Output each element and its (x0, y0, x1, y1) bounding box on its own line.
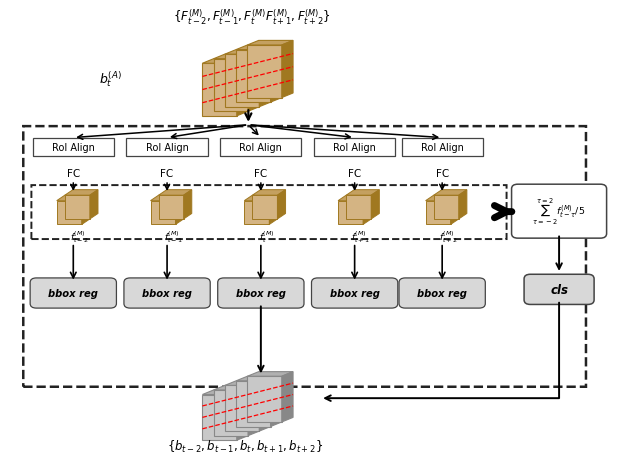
Text: FC: FC (436, 168, 449, 179)
Polygon shape (244, 196, 278, 201)
FancyBboxPatch shape (33, 138, 114, 157)
Text: $\{F_{t-2}^{(M)},F_{t-1}^{(M)},F_t^{(M)}F_{t+1}^{(M)},F_{t+2}^{(M)}\}$: $\{F_{t-2}^{(M)},F_{t-1}^{(M)},F_t^{(M)}… (173, 8, 330, 27)
Text: bbox reg: bbox reg (330, 288, 379, 298)
Text: FC: FC (67, 168, 80, 179)
Polygon shape (214, 60, 248, 112)
Polygon shape (65, 196, 90, 219)
Text: $b_t^{(A)}$: $b_t^{(A)}$ (99, 69, 122, 89)
Polygon shape (426, 196, 458, 201)
Polygon shape (237, 60, 248, 117)
Polygon shape (451, 196, 458, 225)
Polygon shape (57, 201, 82, 225)
FancyBboxPatch shape (401, 138, 483, 157)
Polygon shape (237, 390, 248, 440)
Polygon shape (151, 196, 183, 201)
Polygon shape (202, 390, 248, 395)
Polygon shape (151, 201, 175, 225)
Polygon shape (225, 50, 271, 55)
Polygon shape (282, 41, 293, 98)
Polygon shape (202, 60, 248, 64)
Polygon shape (259, 381, 271, 431)
Text: $f_t^{(M)}$: $f_t^{(M)}$ (259, 229, 275, 245)
Text: cls: cls (550, 283, 568, 296)
FancyBboxPatch shape (30, 278, 116, 308)
Polygon shape (259, 50, 271, 107)
Polygon shape (159, 190, 192, 196)
Polygon shape (434, 190, 467, 196)
Polygon shape (214, 390, 248, 436)
Polygon shape (236, 46, 282, 50)
Text: RoI Align: RoI Align (52, 142, 95, 152)
Polygon shape (371, 190, 379, 219)
Polygon shape (214, 55, 259, 60)
Polygon shape (244, 201, 269, 225)
Text: $f_{t+1}^{(M)}$: $f_{t+1}^{(M)}$ (352, 229, 371, 245)
Text: FC: FC (254, 168, 268, 179)
Polygon shape (458, 190, 467, 219)
Text: $f_{t-2}^{(M)}$: $f_{t-2}^{(M)}$ (70, 229, 89, 245)
FancyBboxPatch shape (218, 278, 304, 308)
Polygon shape (338, 201, 363, 225)
FancyBboxPatch shape (311, 278, 398, 308)
FancyBboxPatch shape (512, 185, 607, 239)
Text: $f_{t+2}^{(M)}$: $f_{t+2}^{(M)}$ (439, 229, 458, 245)
Polygon shape (247, 372, 293, 376)
FancyBboxPatch shape (220, 138, 301, 157)
Text: RoI Align: RoI Align (146, 142, 188, 152)
Polygon shape (269, 196, 278, 225)
Polygon shape (271, 46, 282, 103)
Text: bbox reg: bbox reg (236, 288, 286, 298)
Polygon shape (346, 196, 371, 219)
Polygon shape (225, 381, 271, 386)
Text: $\{b_{t-2},b_{t-1},b_t,b_{t+1},b_{t+2}\}$: $\{b_{t-2},b_{t-1},b_t,b_{t+1},b_{t+2}\}… (167, 438, 323, 454)
Text: bbox reg: bbox reg (48, 288, 98, 298)
Polygon shape (248, 55, 259, 112)
Polygon shape (175, 196, 183, 225)
Polygon shape (363, 196, 371, 225)
Text: bbox reg: bbox reg (417, 288, 467, 298)
Polygon shape (82, 196, 90, 225)
FancyBboxPatch shape (124, 278, 210, 308)
Polygon shape (57, 196, 90, 201)
Text: RoI Align: RoI Align (239, 142, 283, 152)
Polygon shape (183, 190, 192, 219)
Polygon shape (247, 46, 282, 98)
Polygon shape (282, 372, 293, 422)
Text: RoI Align: RoI Align (421, 142, 463, 152)
Polygon shape (434, 196, 458, 219)
FancyBboxPatch shape (524, 274, 594, 305)
Polygon shape (252, 196, 278, 219)
Polygon shape (346, 190, 379, 196)
Polygon shape (252, 190, 286, 196)
FancyBboxPatch shape (314, 138, 395, 157)
Polygon shape (236, 50, 271, 103)
Polygon shape (236, 376, 282, 381)
Text: FC: FC (160, 168, 174, 179)
Polygon shape (225, 55, 259, 107)
Polygon shape (65, 190, 98, 196)
Polygon shape (278, 190, 286, 219)
Polygon shape (247, 376, 282, 422)
Polygon shape (247, 41, 293, 46)
Polygon shape (159, 196, 183, 219)
Polygon shape (426, 201, 451, 225)
Text: FC: FC (348, 168, 361, 179)
Polygon shape (271, 376, 282, 426)
Polygon shape (202, 64, 237, 117)
Text: bbox reg: bbox reg (142, 288, 192, 298)
Polygon shape (214, 386, 259, 390)
Polygon shape (225, 386, 259, 431)
Polygon shape (248, 386, 259, 436)
Polygon shape (236, 381, 271, 426)
Text: RoI Align: RoI Align (333, 142, 376, 152)
Text: $f_{t-1}^{(M)}$: $f_{t-1}^{(M)}$ (164, 229, 183, 245)
Text: $\sum_{\tau=-2}^{\tau=2}f_{t-\tau}^{(M)}/5$: $\sum_{\tau=-2}^{\tau=2}f_{t-\tau}^{(M)}… (533, 196, 586, 227)
FancyBboxPatch shape (126, 138, 208, 157)
Polygon shape (202, 395, 237, 440)
Polygon shape (338, 196, 371, 201)
Polygon shape (90, 190, 98, 219)
FancyBboxPatch shape (399, 278, 485, 308)
